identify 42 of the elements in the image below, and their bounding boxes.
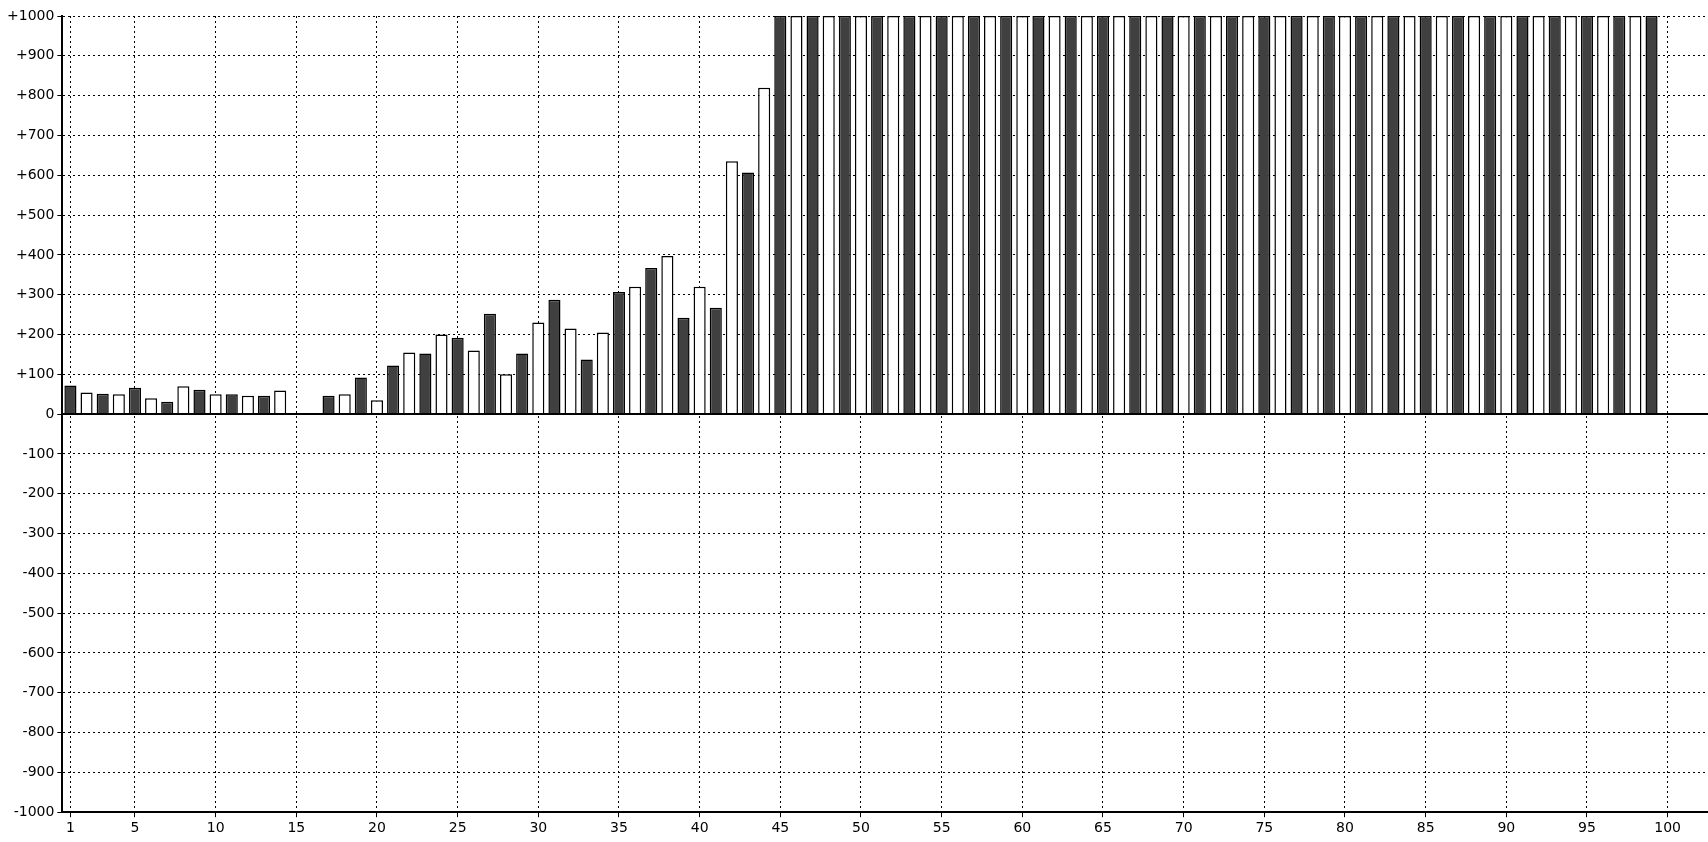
y-tick-label: -500 xyxy=(22,603,55,620)
x-tick-label: 95 xyxy=(1578,819,1596,836)
y-tick-label: -400 xyxy=(22,563,55,580)
y-tick-label: +200 xyxy=(15,325,55,342)
y-tick-label: +1000 xyxy=(7,6,55,23)
x-tick-label: 40 xyxy=(690,819,709,836)
y-tick-label: +700 xyxy=(15,126,55,143)
x-tick-label: 60 xyxy=(1013,819,1032,836)
x-tick-label: 90 xyxy=(1497,819,1516,836)
x-tick-label: 5 xyxy=(130,819,140,836)
y-tick-label: -100 xyxy=(22,444,55,461)
x-tick-label: 35 xyxy=(610,819,628,836)
x-tick-label: 15 xyxy=(287,819,306,836)
x-tick-label: 85 xyxy=(1416,819,1435,836)
x-tick-label: 20 xyxy=(368,819,386,836)
y-tick-label: -600 xyxy=(22,643,55,660)
x-tick-label: 80 xyxy=(1336,819,1354,836)
y-tick-label: +400 xyxy=(15,245,55,262)
x-tick-label: 65 xyxy=(1094,819,1112,836)
x-tick-label: 25 xyxy=(448,819,467,836)
x-tick-label: 100 xyxy=(1654,819,1682,836)
x-tick-label: 50 xyxy=(852,819,870,836)
x-tick-label: 75 xyxy=(1255,819,1274,836)
y-tick-label: -800 xyxy=(22,723,55,740)
y-tick-label: +600 xyxy=(15,165,55,182)
x-tick-label: 45 xyxy=(771,819,790,836)
y-tick-label: +300 xyxy=(15,285,55,302)
x-tick-label: 70 xyxy=(1174,819,1193,836)
x-tick-label: 30 xyxy=(529,819,548,836)
y-tick-label: -1000 xyxy=(13,802,55,819)
y-tick-label: 0 xyxy=(45,404,55,421)
y-tick-label: +900 xyxy=(15,46,55,63)
y-tick-label: +100 xyxy=(15,364,55,381)
y-tick-label: -700 xyxy=(22,683,55,700)
y-tick-label: -900 xyxy=(22,763,55,780)
y-tick-label: -300 xyxy=(22,524,55,541)
y-tick-label: +800 xyxy=(15,86,55,103)
x-tick-label: 1 xyxy=(65,819,75,836)
x-tick-label: 10 xyxy=(206,819,225,836)
y-tick-label: -200 xyxy=(22,484,55,501)
y-tick-label: +500 xyxy=(15,205,55,222)
x-tick-label: 55 xyxy=(932,819,951,836)
